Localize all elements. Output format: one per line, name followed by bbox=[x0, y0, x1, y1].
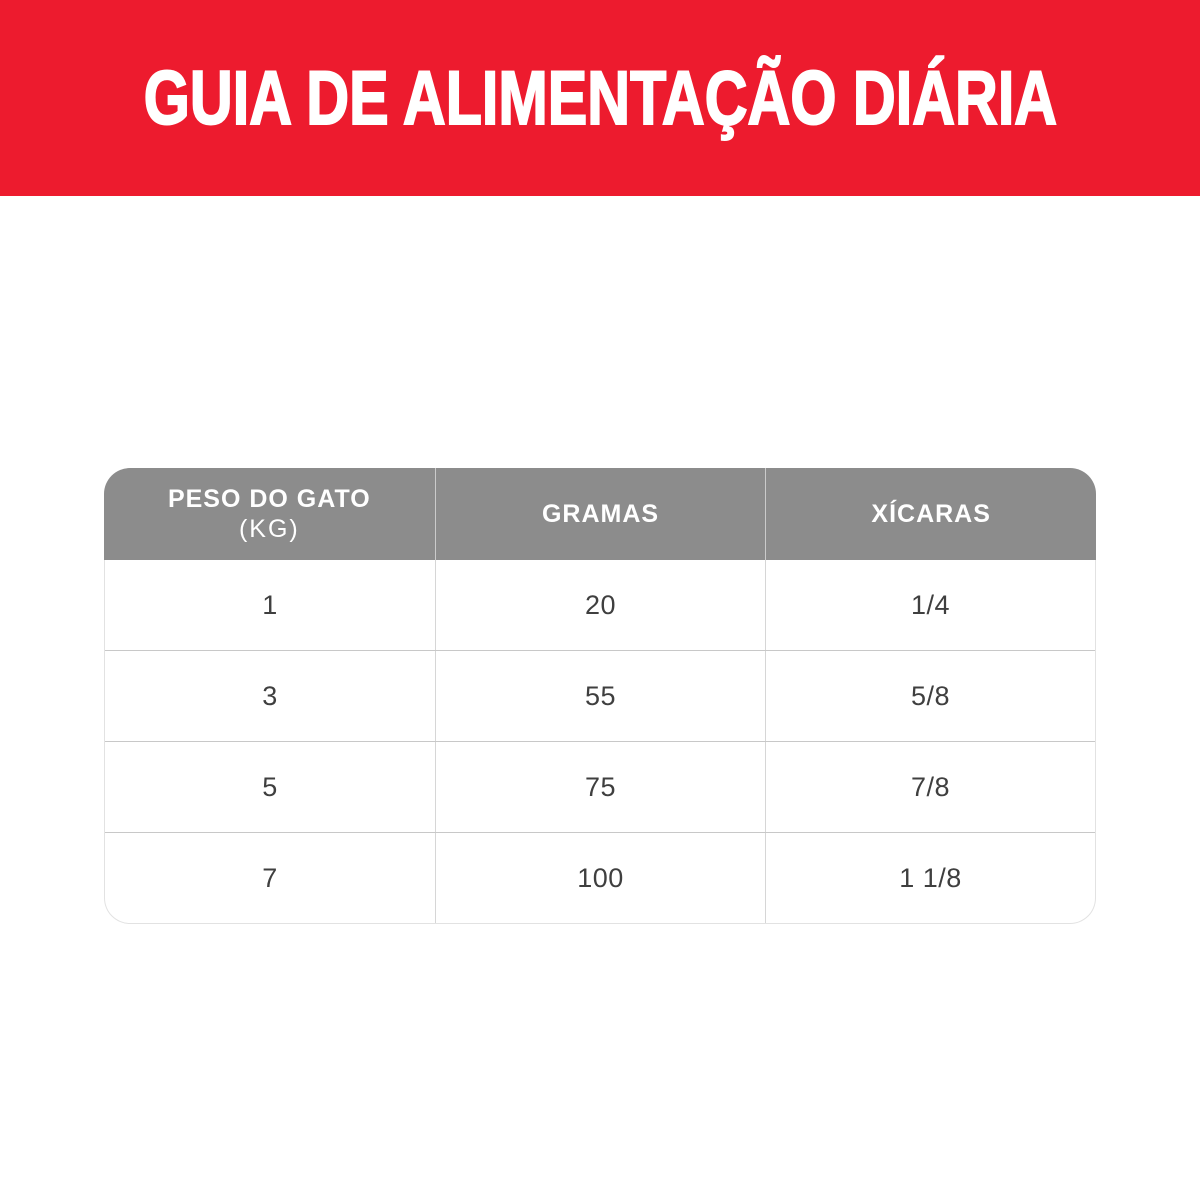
column-header-gramas-label: GRAMAS bbox=[541, 500, 660, 528]
table-row: 7 100 1 1/8 bbox=[105, 832, 1095, 923]
cell-peso: 1 bbox=[262, 589, 278, 620]
banner: GUIA DE ALIMENTAÇÃO DIÁRIA bbox=[0, 0, 1200, 196]
column-header-xicaras: XÍCARAS bbox=[765, 468, 1096, 560]
cell-xicaras: 1 1/8 bbox=[765, 833, 1095, 923]
column-header-xicaras-label: XÍCARAS bbox=[871, 500, 991, 528]
cell-gramas: 100 bbox=[435, 833, 765, 923]
cell-peso: 3 bbox=[262, 680, 278, 711]
cell-gramas: 55 bbox=[435, 651, 765, 741]
column-header-gramas: GRAMAS bbox=[434, 468, 766, 560]
column-header-peso-sublabel: (KG) bbox=[238, 515, 300, 543]
column-header-peso: PESO DO GATO (KG) bbox=[104, 468, 435, 560]
column-header-peso-label: PESO DO GATO bbox=[167, 485, 371, 513]
cell-peso: 7 bbox=[262, 862, 278, 893]
cell-gramas: 75 bbox=[435, 742, 765, 832]
cell-xicaras: 1/4 bbox=[765, 560, 1095, 650]
cell-xicaras: 5/8 bbox=[765, 651, 1095, 741]
cell-peso: 5 bbox=[262, 771, 278, 802]
feeding-guide-table: PESO DO GATO (KG) GRAMAS XÍCARAS 1 20 1/… bbox=[104, 468, 1096, 924]
table-row: 5 75 7/8 bbox=[105, 741, 1095, 832]
table-header: PESO DO GATO (KG) GRAMAS XÍCARAS bbox=[104, 468, 1096, 560]
cell-xicaras: 7/8 bbox=[765, 742, 1095, 832]
table-row: 3 55 5/8 bbox=[105, 650, 1095, 741]
cell-gramas: 20 bbox=[435, 560, 765, 650]
table-body: 1 20 1/4 3 55 5/8 5 75 7/8 7 100 1 1/8 bbox=[104, 560, 1096, 924]
page-title: GUIA DE ALIMENTAÇÃO DIÁRIA bbox=[143, 55, 1058, 142]
table-row: 1 20 1/4 bbox=[105, 560, 1095, 650]
